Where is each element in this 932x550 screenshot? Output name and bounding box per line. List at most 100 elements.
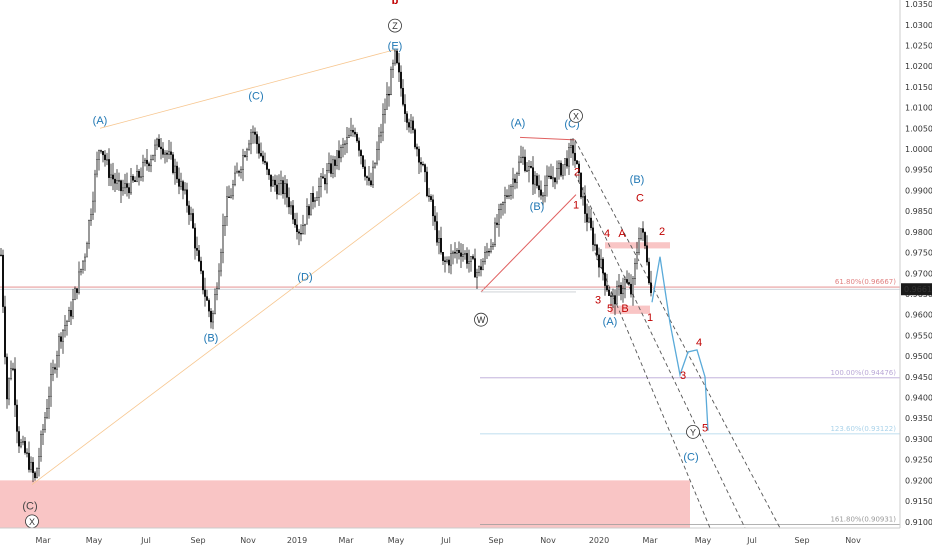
- candle-body: [220, 252, 222, 272]
- candle-body: [82, 260, 84, 270]
- candle-body: [552, 177, 554, 180]
- candle-body: [178, 178, 180, 187]
- candle-body: [214, 294, 216, 314]
- candle-body: [580, 172, 582, 198]
- candle-body: [84, 256, 86, 262]
- candle-body: [302, 225, 304, 234]
- candle-body: [68, 310, 70, 322]
- candle-body: [250, 132, 252, 145]
- wave-label-0: b: [392, 0, 399, 7]
- candle-body: [632, 278, 634, 295]
- x-tick-label-14: Jul: [746, 536, 757, 545]
- candle-body: [234, 172, 236, 185]
- candle-body: [112, 174, 114, 180]
- candle-body: [638, 238, 640, 253]
- candle-body: [194, 227, 196, 249]
- candle-body: [528, 166, 530, 171]
- circled-label-ring-3: [686, 425, 700, 439]
- candle-body: [90, 214, 92, 221]
- candle-body: [446, 259, 448, 262]
- candle-body: [500, 204, 502, 210]
- candle-body: [628, 282, 630, 285]
- candle-body: [106, 159, 108, 161]
- candle-body: [88, 220, 90, 244]
- wave-label-3: (C): [248, 90, 263, 102]
- candle-body: [448, 259, 450, 266]
- candle-body: [230, 195, 232, 198]
- candle-body: [232, 184, 234, 197]
- wave-label-22: 1: [647, 312, 653, 324]
- candle-body: [336, 150, 338, 166]
- candle-body: [370, 180, 372, 186]
- candle-body: [200, 260, 202, 272]
- candle-body: [324, 178, 326, 185]
- candle-body: [26, 452, 28, 454]
- candle-body: [150, 159, 152, 167]
- candle-body: [134, 180, 136, 182]
- candle-body: [104, 154, 106, 161]
- candle-body: [12, 368, 14, 370]
- candle-body: [474, 258, 476, 278]
- support-zone-0: [0, 480, 690, 528]
- fib-label-2: 123.60%(0.93122): [830, 425, 896, 433]
- candle-body: [496, 222, 498, 225]
- candle-body: [54, 367, 56, 370]
- candle-body: [460, 252, 462, 257]
- x-tick-label-11: 2020: [589, 536, 609, 545]
- candle-body: [604, 272, 606, 286]
- candle-body: [110, 174, 112, 178]
- candle-body: [348, 134, 350, 138]
- candle-body: [240, 169, 242, 173]
- candle-body: [28, 452, 30, 470]
- candle-body: [8, 378, 10, 400]
- candle-body: [406, 113, 408, 123]
- candle-body: [48, 395, 50, 409]
- candle-body: [538, 185, 540, 191]
- wave-label-21: B: [621, 303, 628, 315]
- candle-body: [326, 170, 328, 185]
- candle-body: [158, 138, 160, 148]
- candle-body: [516, 173, 518, 183]
- candle-body: [2, 254, 4, 307]
- candle-body: [368, 177, 370, 181]
- candle-body: [216, 288, 218, 295]
- candle-body: [386, 94, 388, 110]
- candle-body: [76, 288, 78, 293]
- candle-body: [10, 368, 12, 379]
- candle-body: [440, 238, 442, 253]
- candle-body: [266, 162, 268, 170]
- candle-body: [338, 150, 340, 159]
- candle-body: [204, 289, 206, 297]
- candle-body: [126, 183, 128, 188]
- candle-body: [280, 180, 282, 185]
- candle-body: [192, 213, 194, 229]
- candle-body: [590, 217, 592, 229]
- wave-label-10: (A): [603, 316, 618, 328]
- candle-body: [46, 408, 48, 418]
- red-trend-top: [519, 136, 576, 141]
- candle-body: [222, 225, 224, 253]
- candle-body: [424, 164, 426, 173]
- candle-body: [164, 152, 166, 155]
- candle-body: [436, 221, 438, 243]
- wave-label-13: 2: [574, 167, 580, 179]
- wave-label-17: C: [636, 193, 644, 205]
- candle-body: [414, 129, 416, 148]
- candle-body: [18, 431, 20, 447]
- x-tick-label-2: Jul: [140, 536, 151, 545]
- candle-body: [108, 159, 110, 178]
- candle-body: [534, 175, 536, 185]
- x-tick-label-15: Sep: [794, 536, 809, 545]
- candle-body: [630, 283, 632, 295]
- candle-body: [492, 244, 494, 247]
- candle-body: [598, 254, 600, 268]
- candle-body: [490, 246, 492, 252]
- candle-body: [364, 166, 366, 177]
